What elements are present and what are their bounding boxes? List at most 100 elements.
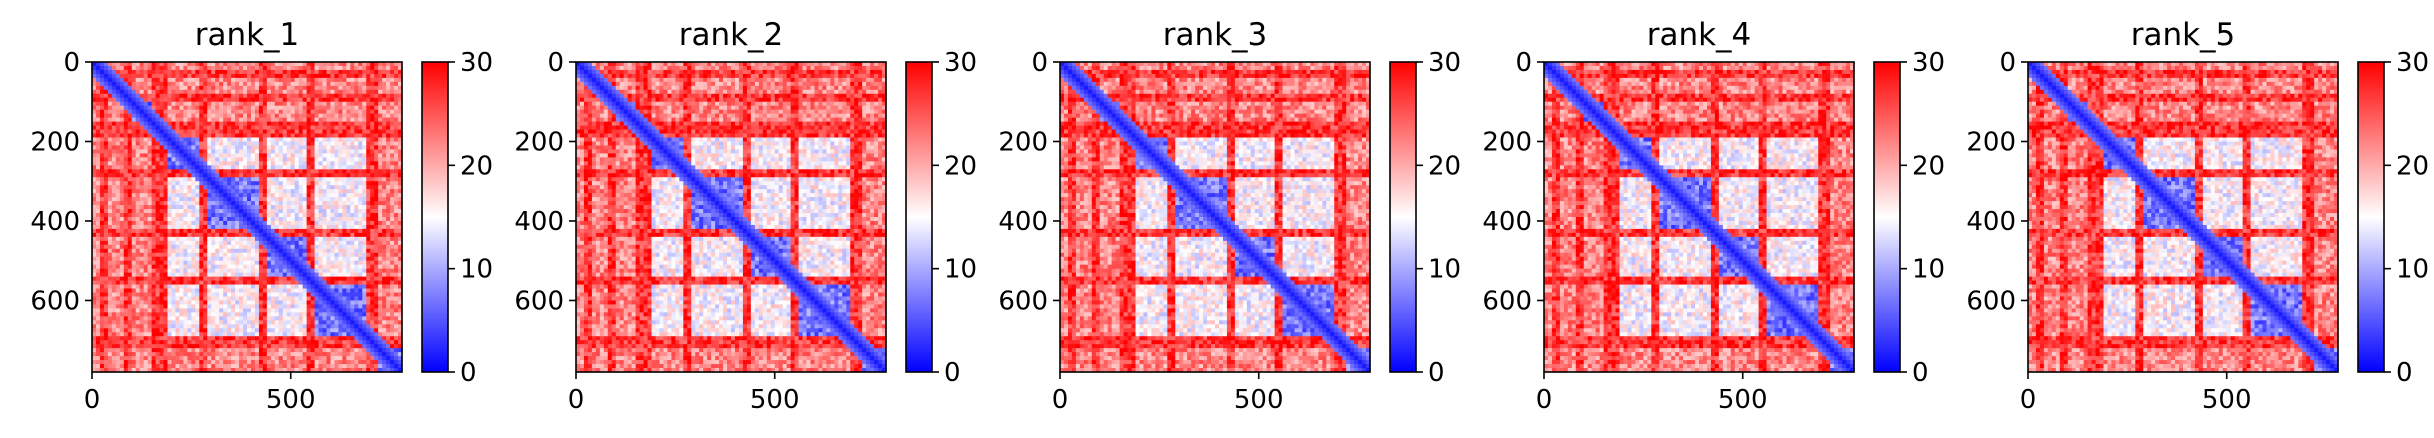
heatmap-cell bbox=[267, 134, 272, 139]
heatmap-cell bbox=[283, 165, 288, 170]
heatmap-cell bbox=[354, 106, 359, 111]
heatmap-cell bbox=[171, 237, 176, 242]
heatmap-cell bbox=[255, 312, 260, 317]
heatmap-cell bbox=[346, 229, 351, 234]
heatmap-cell bbox=[164, 241, 169, 246]
heatmap-cell bbox=[259, 130, 264, 135]
heatmap-cell bbox=[374, 312, 379, 317]
heatmap-cell bbox=[267, 241, 272, 246]
heatmap-cell bbox=[378, 217, 383, 222]
heatmap-cell bbox=[315, 86, 320, 91]
heatmap-cell bbox=[96, 70, 101, 75]
heatmap-cell bbox=[108, 161, 113, 166]
heatmap-cell bbox=[152, 130, 157, 135]
heatmap-cell bbox=[171, 189, 176, 194]
heatmap-cell bbox=[207, 265, 212, 270]
heatmap-cell bbox=[330, 261, 335, 266]
heatmap-cell bbox=[168, 285, 173, 290]
heatmap-cell bbox=[271, 138, 276, 143]
heatmap-cell bbox=[199, 157, 204, 162]
heatmap-cell bbox=[132, 189, 137, 194]
heatmap-cell bbox=[203, 257, 208, 262]
heatmap-cell bbox=[330, 122, 335, 127]
heatmap-cell bbox=[259, 177, 264, 182]
heatmap-cell bbox=[247, 205, 252, 210]
heatmap-cell bbox=[136, 221, 141, 226]
heatmap-cell bbox=[211, 165, 216, 170]
heatmap-cell bbox=[191, 197, 196, 202]
heatmap-cell bbox=[100, 165, 105, 170]
heatmap-cell bbox=[239, 130, 244, 135]
heatmap-cell bbox=[390, 165, 395, 170]
heatmap-cell bbox=[291, 177, 296, 182]
heatmap-cell bbox=[128, 293, 133, 298]
heatmap-cell bbox=[338, 70, 343, 75]
heatmap-cell bbox=[116, 304, 121, 309]
heatmap-cell bbox=[390, 273, 395, 278]
heatmap-cell bbox=[231, 110, 236, 115]
heatmap-cell bbox=[223, 82, 228, 87]
heatmap-cell bbox=[211, 173, 216, 178]
heatmap-cell bbox=[124, 82, 129, 87]
heatmap-cell bbox=[303, 205, 308, 210]
heatmap-cell bbox=[144, 269, 149, 274]
heatmap-cell bbox=[156, 225, 161, 230]
heatmap-cell bbox=[199, 304, 204, 309]
heatmap-cell bbox=[319, 161, 324, 166]
heatmap-cell bbox=[315, 122, 320, 127]
heatmap-cell bbox=[199, 177, 204, 182]
heatmap-cell bbox=[156, 308, 161, 313]
heatmap-cell bbox=[199, 126, 204, 131]
heatmap-cell bbox=[323, 126, 328, 131]
heatmap-cell bbox=[394, 74, 399, 79]
heatmap-cell bbox=[291, 209, 296, 214]
heatmap-cell bbox=[390, 169, 395, 174]
heatmap-cell bbox=[390, 300, 395, 305]
heatmap-cell bbox=[235, 149, 240, 154]
heatmap-cell bbox=[394, 134, 399, 139]
heatmap-cell bbox=[326, 213, 331, 218]
heatmap-cell bbox=[378, 265, 383, 270]
heatmap-cell bbox=[271, 245, 276, 250]
heatmap-cell bbox=[211, 161, 216, 166]
heatmap-cell bbox=[299, 193, 304, 198]
heatmap-cell bbox=[104, 94, 109, 99]
heatmap-cell bbox=[338, 134, 343, 139]
heatmap-cell bbox=[303, 173, 308, 178]
heatmap-cell bbox=[219, 98, 224, 103]
heatmap-cell bbox=[295, 66, 300, 71]
heatmap-cell bbox=[342, 197, 347, 202]
heatmap-cell bbox=[295, 201, 300, 206]
heatmap-cell bbox=[195, 253, 200, 258]
heatmap-cell bbox=[235, 304, 240, 309]
heatmap-cell bbox=[295, 82, 300, 87]
heatmap-cell bbox=[223, 213, 228, 218]
heatmap-cell bbox=[96, 221, 101, 226]
heatmap-cell bbox=[303, 114, 308, 119]
heatmap-cell bbox=[370, 237, 375, 242]
heatmap-cell bbox=[136, 300, 141, 305]
heatmap-cell bbox=[287, 90, 292, 95]
heatmap-cell bbox=[307, 138, 312, 143]
heatmap-cell bbox=[271, 209, 276, 214]
heatmap-cell bbox=[235, 289, 240, 294]
heatmap-cell bbox=[191, 173, 196, 178]
heatmap-cell bbox=[342, 149, 347, 154]
heatmap-cell bbox=[235, 233, 240, 238]
heatmap-cell bbox=[326, 201, 331, 206]
heatmap-cell bbox=[148, 261, 153, 266]
heatmap-cell bbox=[251, 293, 256, 298]
heatmap-cell bbox=[171, 185, 176, 190]
heatmap-cell bbox=[350, 78, 355, 83]
heatmap-cell bbox=[187, 66, 192, 71]
heatmap-cell bbox=[394, 102, 399, 107]
heatmap-cell bbox=[227, 312, 232, 317]
heatmap-cell bbox=[140, 229, 145, 234]
heatmap-cell bbox=[183, 122, 188, 127]
heatmap-cell bbox=[100, 90, 105, 95]
heatmap-cell bbox=[319, 74, 324, 79]
heatmap-cell bbox=[120, 110, 125, 115]
heatmap-cell bbox=[120, 277, 125, 282]
heatmap-cell bbox=[144, 201, 149, 206]
heatmap-cell bbox=[311, 102, 316, 107]
